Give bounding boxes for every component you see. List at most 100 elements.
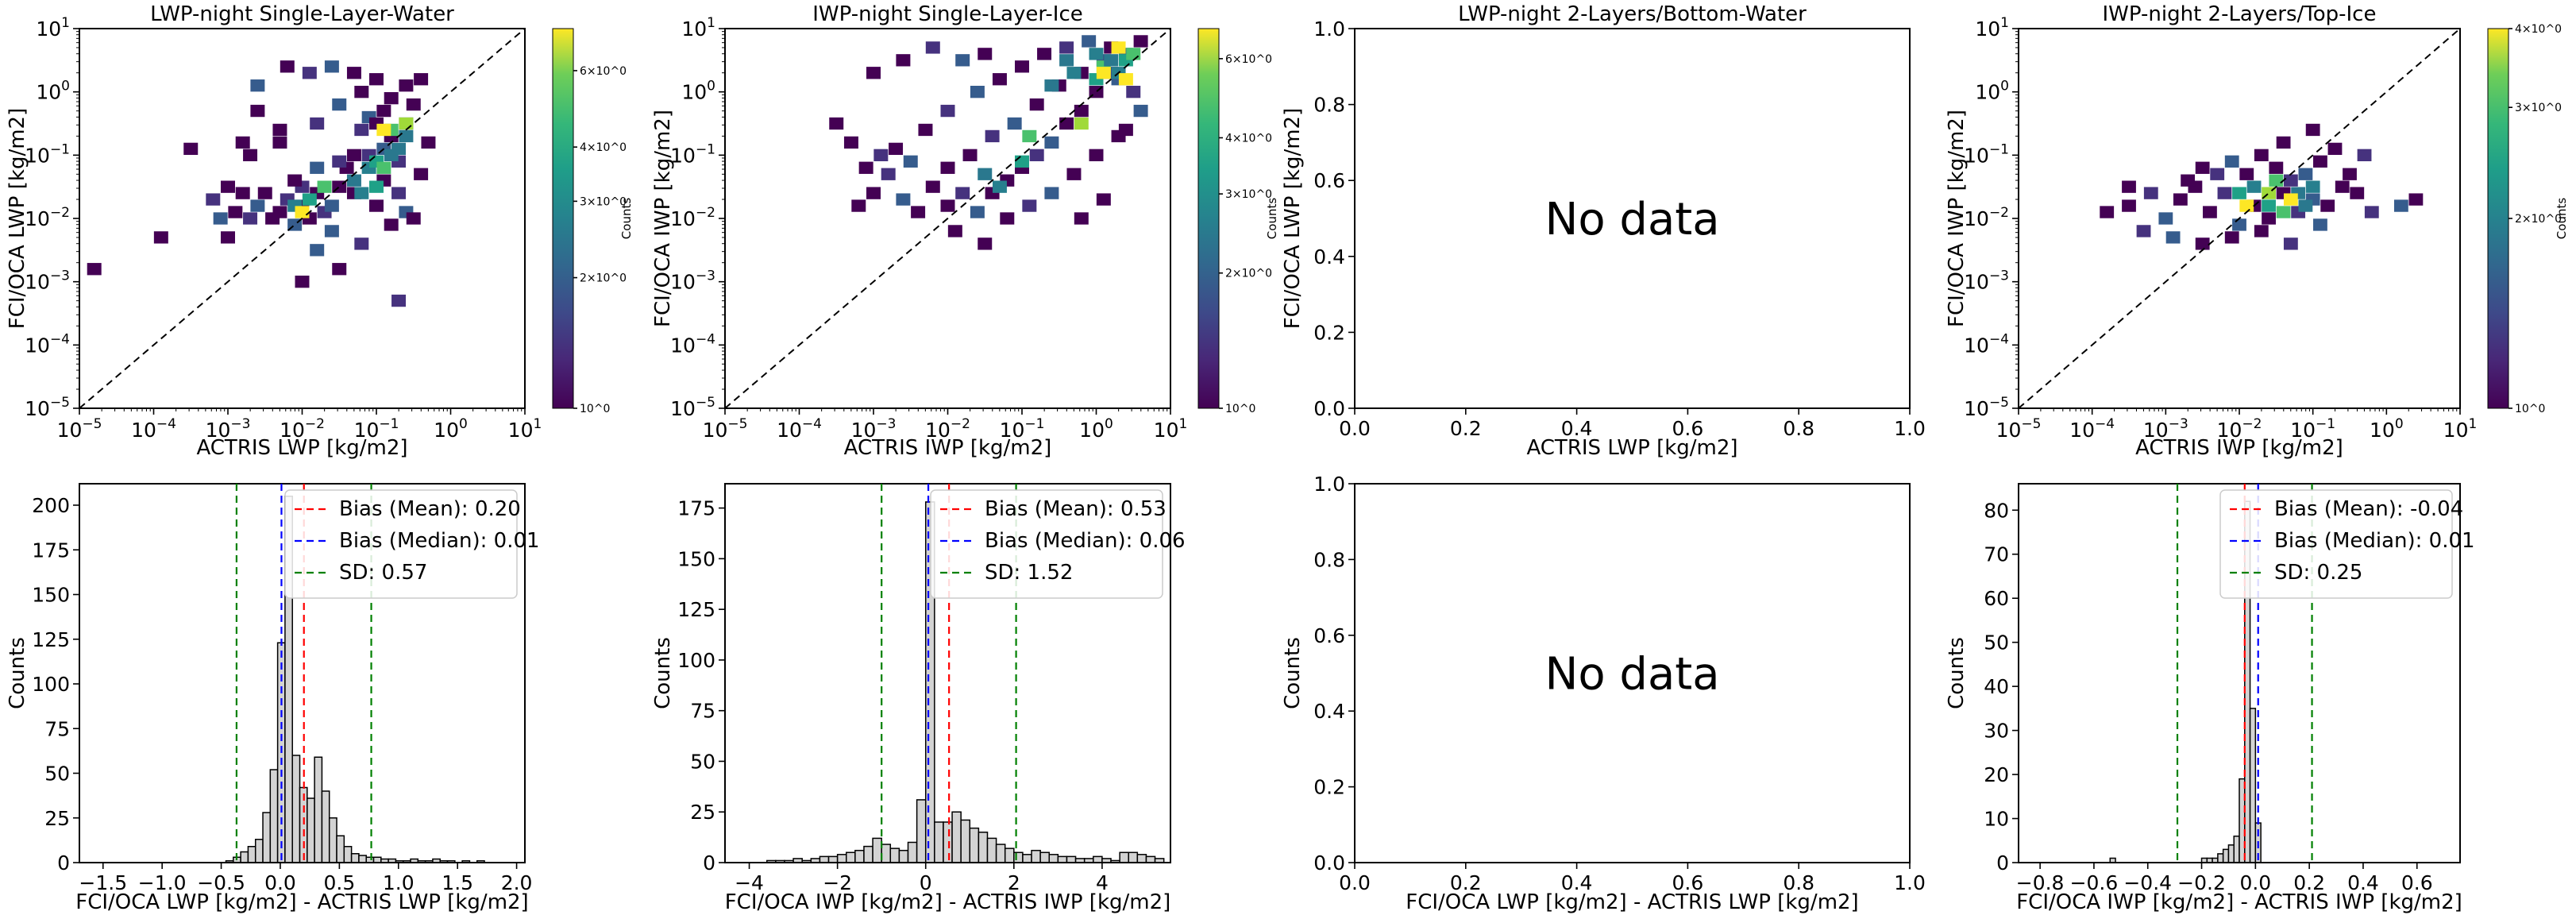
histogram-bar: [819, 855, 830, 863]
density-cell: [369, 73, 384, 86]
lwp-single-water-scatter-y-tick-label: 101: [36, 15, 70, 41]
iwp-single-ice-hist-y-tick-label: 100: [677, 649, 715, 672]
density-cell: [2283, 237, 2298, 250]
legend-box: [2219, 489, 2453, 599]
iwp-single-ice-scatter-title: IWP-night Single-Layer-Ice: [812, 2, 1083, 26]
lwp-single-water-hist-x-tick-label: 2.0: [501, 871, 533, 894]
iwp-single-ice-hist-y-tick-label: 150: [677, 547, 715, 570]
density-cell: [87, 263, 102, 276]
lwp-2layer-bottom-hist-y-tick-label: 0.6: [1313, 624, 1345, 647]
iwp-2layer-top-hist-y-tick-label: 0: [1996, 851, 2009, 875]
density-cell: [384, 218, 399, 231]
lwp-single-water-scatter-y-tick-label: 10−2: [25, 205, 70, 230]
colorbar-tick-label: 6×10^0: [1225, 53, 1272, 66]
iwp-2layer-top-hist-x-tick-label: −0.2: [2177, 871, 2226, 894]
density-cell: [858, 161, 873, 174]
iwp-single-ice-hist-y-tick-label: 50: [690, 750, 715, 773]
histogram-bar: [1013, 851, 1024, 863]
density-cell: [2203, 206, 2217, 218]
iwp-2layer-top-hist-y-tick-label: 20: [1984, 763, 2009, 786]
iwp-single-ice-hist-x-tick-label: −4: [735, 871, 764, 894]
density-cell: [1111, 41, 1126, 54]
iwp-2layer-top-scatter-y-tick-label: 10−2: [1964, 205, 2009, 230]
density-cell: [257, 187, 272, 199]
lwp-single-water-scatter-x-axis-label: ACTRIS LWP [kg/m2]: [196, 436, 407, 460]
lwp-2layer-bottom-scatter-y-tick-label: 0.8: [1313, 94, 1345, 117]
lwp-single-water-scatter-x-tick-label: 10−5: [57, 416, 102, 442]
density-cell: [978, 48, 993, 60]
iwp-2layer-top-hist-y-tick-label: 10: [1984, 808, 2009, 831]
lwp-single-water-scatter-x-tick-label: 10−3: [206, 416, 251, 442]
density-cell: [1118, 73, 1133, 86]
lwp-2layer-bottom-hist-y-axis-label: Counts: [1281, 637, 1305, 709]
histogram-bar: [889, 848, 900, 863]
density-cell: [1022, 199, 1037, 212]
histogram-bar: [1031, 849, 1041, 863]
density-cell: [399, 117, 414, 130]
iwp-2layer-top-hist-x-tick-label: 0.6: [2401, 871, 2433, 894]
lwp-single-water-scatter-x-tick-label: 10−4: [131, 416, 176, 442]
colorbar-tick-label: 10^0: [580, 403, 610, 415]
iwp-single-ice-hist-x-tick-label: 0: [920, 871, 932, 894]
histogram-bar: [254, 839, 264, 863]
lwp-single-water-hist-legend: Bias (Mean): 0.20 Bias (Median): 0.01 SD: …: [284, 489, 540, 599]
colorbar-tick-label: 4×10^0: [2515, 23, 2562, 36]
density-cell: [384, 91, 399, 105]
colorbar-tick-label: 3×10^0: [1225, 188, 1272, 201]
iwp-2layer-top-hist-x-tick-label: −0.8: [2016, 871, 2065, 894]
lwp-single-water-hist-x-tick-label: −0.5: [197, 871, 245, 894]
density-cell: [1118, 123, 1133, 137]
legend-entry: Bias (Mean): -0.04: [2274, 497, 2463, 521]
density-cell: [925, 41, 940, 54]
density-cell: [2327, 142, 2343, 156]
density-cell: [1089, 149, 1104, 161]
density-cell: [2239, 199, 2254, 212]
iwp-single-ice-scatter-y-axis-label: FCI/OCA IWP [kg/m2]: [651, 110, 675, 327]
iwp-2layer-top-hist-x-tick-label: −0.6: [2070, 871, 2119, 894]
density-cell: [391, 294, 407, 307]
density-cell: [1044, 79, 1059, 92]
lwp-2layer-bottom-scatter-x-tick-label: 0.4: [1561, 417, 1593, 440]
iwp-single-ice-scatter-x-tick-label: 10−4: [777, 416, 822, 442]
legend-box: [284, 489, 518, 599]
density-cell: [1029, 149, 1044, 161]
density-cell: [2283, 193, 2298, 206]
lwp-single-water-hist-x-tick-label: 0.0: [264, 871, 296, 894]
iwp-2layer-top-scatter-panel: 10−510−5 10−4 10−4 10−3 10−3 10−2 10−2 10−1 10−1…: [1945, 2, 2569, 460]
lwp-single-water-scatter-cells: [87, 60, 436, 307]
density-cell: [310, 161, 325, 174]
density-cell: [228, 206, 243, 218]
iwp-single-ice-scatter-colorbar: 10^0 2×10^0 3×10^0 4×10^0 6×10^0 Counts: [1197, 28, 1279, 415]
lwp-single-water-hist-y-tick-label: 125: [32, 628, 70, 651]
density-cell: [272, 136, 287, 149]
density-cell: [250, 79, 265, 92]
density-cell: [2246, 180, 2262, 193]
density-cell: [302, 67, 317, 79]
density-cell: [213, 212, 228, 225]
density-cell: [354, 237, 369, 250]
lwp-single-water-hist-y-tick-label: 50: [44, 763, 70, 786]
lwp-single-water-hist-panel: −1.5 −1.0 −0.5 0.0 0.5 1.0 1.5 2.0 0 25 50 75 100 125…: [6, 483, 540, 914]
density-cell: [421, 136, 436, 149]
iwp-2layer-top-scatter-x-tick-label: 101: [2443, 416, 2478, 442]
iwp-2layer-top-scatter-x-tick-label: 10−1: [2290, 416, 2335, 442]
density-cell: [889, 142, 904, 156]
histogram-bar: [1093, 855, 1103, 863]
lwp-single-water-scatter-y-tick-label: 10−3: [25, 268, 70, 294]
lwp-2layer-bottom-scatter-x-tick-label: 0.8: [1783, 417, 1814, 440]
density-cell: [2158, 212, 2173, 225]
colorbar-tick-label: 3×10^0: [580, 195, 627, 208]
density-cell: [2276, 206, 2291, 218]
iwp-2layer-top-scatter-y-tick-label: 10−5: [1964, 395, 2009, 420]
density-cell: [221, 231, 235, 244]
iwp-2layer-top-hist-x-tick-label: 0.4: [2347, 871, 2379, 894]
lwp-2layer-bottom-scatter-no-data-label: No data: [1544, 194, 1719, 245]
iwp-single-ice-hist-panel: −4 −2 0 2 4 0 25 50 75 100 125 150 175 FCI/OCA IWP [k…: [651, 483, 1186, 914]
density-cell: [1074, 117, 1089, 130]
density-cell: [399, 129, 414, 143]
density-cell: [829, 117, 844, 130]
lwp-2layer-bottom-scatter-x-axis-label: ACTRIS LWP [kg/m2]: [1526, 436, 1737, 460]
iwp-2layer-top-hist-y-tick-label: 80: [1984, 499, 2009, 522]
iwp-single-ice-scatter-x-tick-label: 10−2: [925, 416, 970, 442]
lwp-single-water-scatter-y-axis-label: FCI/OCA LWP [kg/m2]: [6, 108, 29, 329]
